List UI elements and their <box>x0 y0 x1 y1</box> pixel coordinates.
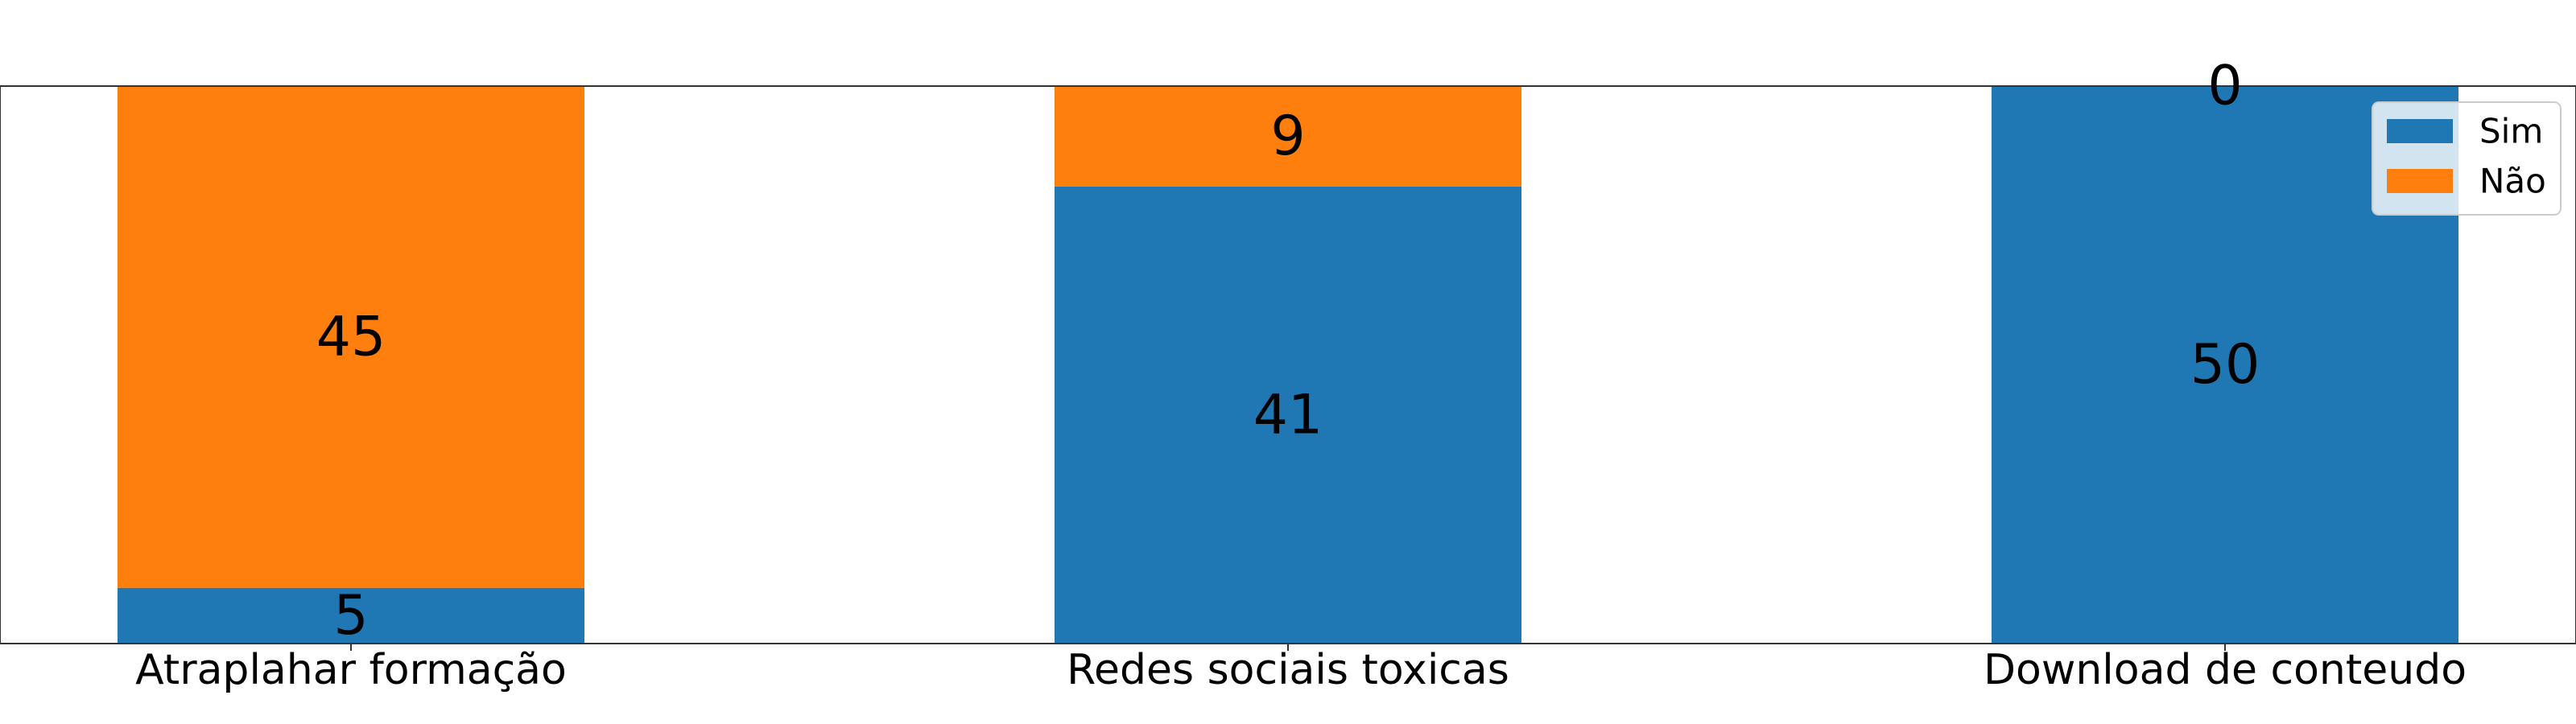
data-label-sim-download-de-conteudo: 50 <box>2190 333 2260 397</box>
data-label-sim-redes-sociais-toxicas: 41 <box>1253 383 1323 446</box>
legend-label-nao: Não <box>2479 162 2546 201</box>
x-tick-label-download-de-conteudo: Download de conteudo <box>1984 646 2467 694</box>
bars-group <box>118 86 2458 644</box>
data-label-nao-download-de-conteudo: 0 <box>2207 55 2242 118</box>
bar-sim-atraplahar-formacao <box>118 587 584 644</box>
x-axis: Atraplahar formação Redes sociais toxicas… <box>135 644 2467 694</box>
legend-swatch-sim <box>2387 119 2453 143</box>
data-labels-group: 5 45 41 9 50 0 <box>316 55 2260 648</box>
legend-label-sim: Sim <box>2479 112 2543 151</box>
data-label-nao-redes-sociais-toxicas: 9 <box>1270 105 1305 168</box>
bar-sim-redes-sociais-toxicas <box>1055 186 1521 644</box>
bar-nao-redes-sociais-toxicas <box>1055 86 1521 187</box>
legend: Sim Não <box>2372 101 2562 216</box>
x-tick-label-redes-sociais-toxicas: Redes sociais toxicas <box>1067 646 1509 694</box>
data-label-sim-atraplahar-formacao: 5 <box>333 584 368 648</box>
x-tick-label-atraplahar-formacao: Atraplahar formação <box>135 646 567 694</box>
data-label-nao-atraplahar-formacao: 45 <box>316 305 386 368</box>
bar-nao-atraplahar-formacao <box>118 86 584 588</box>
legend-swatch-nao <box>2387 169 2453 193</box>
